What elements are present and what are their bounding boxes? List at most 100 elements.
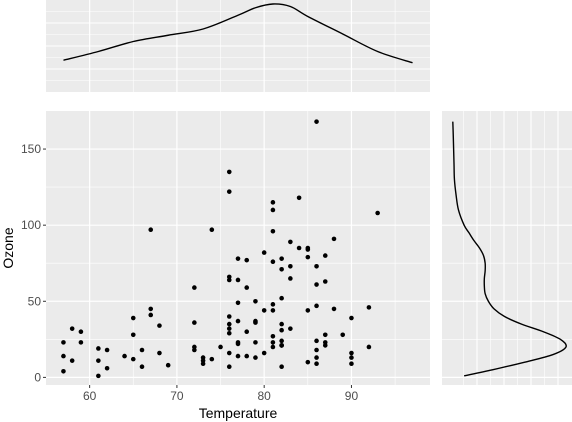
data-point xyxy=(270,259,276,265)
ozone-density-curve xyxy=(452,121,567,377)
data-point xyxy=(253,355,258,360)
data-point xyxy=(314,303,319,309)
right-density-grid xyxy=(442,111,572,385)
data-point xyxy=(148,306,154,312)
x-tick-label: 60 xyxy=(83,389,97,403)
data-point xyxy=(349,350,354,356)
data-point xyxy=(314,347,319,353)
data-point xyxy=(78,329,84,335)
y-tick-label: 50 xyxy=(28,294,42,308)
data-point xyxy=(253,340,258,345)
data-point xyxy=(349,315,354,321)
data-point xyxy=(157,350,162,356)
top-density-panel xyxy=(46,0,430,92)
data-point xyxy=(253,320,258,325)
data-point xyxy=(253,298,258,304)
data-point xyxy=(279,321,284,327)
data-point xyxy=(96,373,101,379)
data-point xyxy=(279,343,284,348)
data-point xyxy=(322,253,328,258)
data-point xyxy=(235,353,241,359)
data-point xyxy=(279,295,284,301)
x-tick-label: 70 xyxy=(170,389,184,403)
temperature-density-curve xyxy=(63,3,413,64)
data-point xyxy=(270,333,276,339)
data-point xyxy=(244,257,250,263)
data-point xyxy=(270,344,276,350)
data-point xyxy=(261,350,267,356)
data-point xyxy=(226,326,232,331)
data-point xyxy=(148,227,154,233)
data-point xyxy=(244,329,250,335)
data-point xyxy=(270,308,276,313)
data-point xyxy=(366,344,372,350)
data-point xyxy=(226,314,232,319)
data-point xyxy=(130,315,136,321)
data-point xyxy=(226,274,232,280)
data-point xyxy=(314,338,319,344)
data-point xyxy=(218,344,223,350)
data-point xyxy=(192,285,197,290)
data-point xyxy=(157,323,162,328)
data-point xyxy=(200,355,206,360)
data-point xyxy=(69,358,75,363)
data-point xyxy=(226,169,232,175)
data-point xyxy=(104,365,110,371)
data-point xyxy=(69,326,75,331)
data-point xyxy=(122,353,127,359)
data-point xyxy=(288,263,293,269)
data-point xyxy=(366,305,372,310)
data-point xyxy=(96,358,101,363)
data-point xyxy=(322,279,328,284)
data-point xyxy=(261,250,267,255)
x-axis: 60 70 80 90 xyxy=(83,385,358,403)
data-point xyxy=(314,282,319,287)
data-point xyxy=(305,254,311,260)
y-tick-label: 100 xyxy=(21,218,41,232)
data-point xyxy=(261,308,267,313)
data-point xyxy=(139,364,145,370)
data-point xyxy=(314,355,319,360)
data-point xyxy=(244,285,250,290)
data-point xyxy=(165,362,171,368)
data-point xyxy=(270,302,276,307)
data-point xyxy=(244,353,250,359)
y-tick-label: 0 xyxy=(34,370,41,384)
data-point xyxy=(314,361,319,366)
data-point xyxy=(270,228,276,234)
data-point xyxy=(61,340,66,345)
data-point xyxy=(209,356,215,362)
data-point xyxy=(270,200,276,205)
data-point xyxy=(226,189,232,194)
data-point xyxy=(130,356,136,362)
data-point xyxy=(314,119,319,124)
data-point xyxy=(279,256,284,261)
data-point xyxy=(375,210,380,216)
data-point xyxy=(305,308,311,313)
data-point xyxy=(349,355,354,360)
data-point xyxy=(288,326,293,331)
y-axis: 0 50 100 150 xyxy=(21,142,46,384)
data-point xyxy=(279,267,284,272)
data-point xyxy=(279,327,284,333)
data-point xyxy=(192,320,197,325)
data-point xyxy=(130,332,136,338)
top-density-grid xyxy=(46,0,430,92)
data-point xyxy=(296,195,302,201)
data-point xyxy=(288,239,293,245)
data-point xyxy=(226,364,232,370)
scatter-points xyxy=(61,119,380,379)
x-axis-title: Temperature xyxy=(199,405,278,421)
data-point xyxy=(235,256,241,261)
data-point xyxy=(226,330,232,336)
right-density-panel xyxy=(442,111,572,385)
data-point xyxy=(314,263,319,269)
data-point xyxy=(296,245,302,251)
data-point xyxy=(305,245,311,251)
data-point xyxy=(235,277,241,283)
data-point xyxy=(288,276,293,281)
y-axis-title: Ozone xyxy=(0,227,16,268)
right-density-panel-background xyxy=(442,111,572,385)
data-point xyxy=(235,318,241,324)
